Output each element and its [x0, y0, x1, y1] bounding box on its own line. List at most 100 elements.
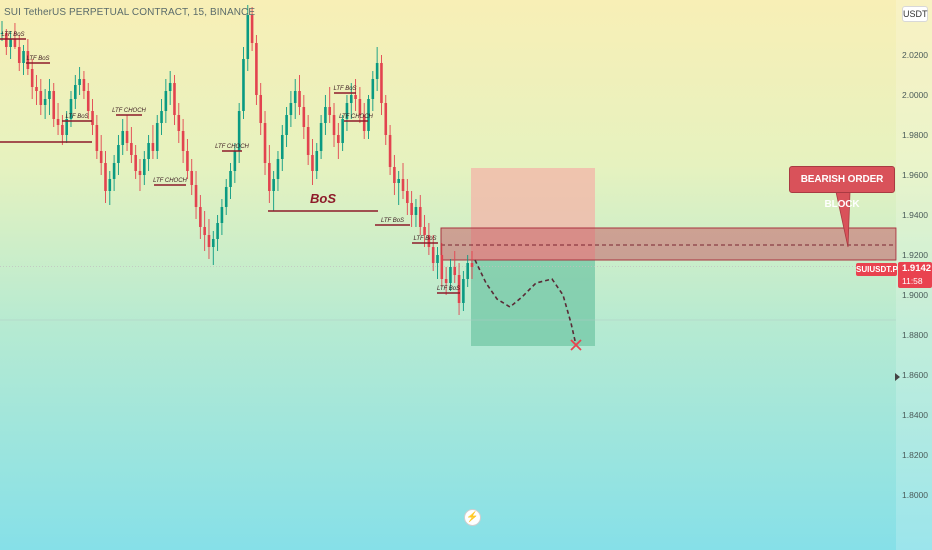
candle-body — [406, 191, 409, 203]
candle-body — [138, 171, 142, 175]
candle-body — [268, 163, 271, 191]
candle-body — [470, 263, 474, 267]
candle-body — [203, 227, 206, 235]
candle-body — [375, 63, 379, 79]
candle-body — [440, 255, 444, 279]
price-tick-label: 1.8800 — [902, 330, 928, 340]
current-price-label: 1.9142 11:58 — [898, 262, 932, 288]
candle-body — [345, 103, 349, 119]
candle-body — [95, 125, 99, 151]
lightning-icon[interactable]: ⚡ — [464, 509, 481, 526]
candle-body — [194, 185, 198, 207]
candle-body — [384, 103, 388, 135]
candle-body — [74, 85, 77, 99]
candle-body — [397, 179, 400, 183]
price-tick-label: 1.9200 — [902, 250, 928, 260]
structure-level-label: LTF BoS — [1, 32, 24, 38]
structure-level-label: LTF BoS — [333, 86, 356, 92]
candle-body — [410, 203, 413, 215]
candle-body — [328, 107, 332, 115]
candle-body — [444, 279, 448, 283]
structure-level-label: LTF BoS — [65, 114, 88, 120]
candle-body — [117, 145, 120, 163]
candle-body — [125, 131, 129, 143]
candle-body — [35, 87, 38, 91]
projection-path — [474, 259, 577, 346]
candle-body — [121, 131, 125, 145]
candle-body — [272, 179, 275, 191]
candle-body — [255, 43, 258, 95]
candles-layer — [0, 5, 474, 315]
candle-body — [362, 115, 366, 131]
candle-body — [229, 171, 232, 187]
candle-body — [9, 39, 12, 47]
candle-body — [211, 239, 215, 247]
candle-body — [280, 135, 284, 159]
candle-body — [224, 187, 228, 207]
candle-body — [142, 159, 146, 175]
candle-body — [289, 103, 293, 115]
candle-body — [319, 123, 323, 151]
candle-body — [380, 63, 383, 103]
candle-body — [306, 127, 310, 155]
candle-body — [130, 143, 133, 155]
currency-button[interactable]: USDT — [902, 6, 928, 22]
candle-body — [17, 47, 21, 63]
structure-level-label: LTF BoS — [413, 236, 436, 242]
candle-body — [315, 151, 319, 171]
candle-body — [457, 275, 461, 303]
structure-level-label: BoS — [310, 191, 336, 206]
candle-body — [160, 111, 163, 123]
candle-body — [418, 207, 422, 227]
current-price-value: 1.9142 — [902, 263, 932, 274]
candle-body — [276, 159, 280, 179]
candle-body — [349, 95, 353, 103]
candle-body — [341, 119, 344, 143]
candle-body — [466, 263, 469, 279]
candle-body — [354, 95, 357, 99]
candle-body — [173, 83, 176, 115]
zones-layer — [0, 168, 897, 346]
candle-body — [358, 99, 362, 115]
price-tick-label: 1.9000 — [902, 290, 928, 300]
candle-body — [134, 155, 137, 171]
candle-body — [367, 99, 370, 131]
structure-level-label: LTF BoS — [26, 56, 49, 62]
bearish-order-block — [440, 227, 897, 261]
candle-body — [112, 163, 116, 179]
candle-body — [263, 123, 267, 163]
candle-body — [168, 83, 172, 91]
price-tick-label: 1.8200 — [902, 450, 928, 460]
price-tick-label: 1.8400 — [902, 410, 928, 420]
candle-body — [401, 179, 405, 191]
candle-body — [61, 125, 64, 135]
triangle-right-icon[interactable] — [895, 373, 900, 381]
candle-body — [5, 33, 8, 47]
candle-body — [453, 267, 457, 275]
candle-body — [436, 255, 439, 263]
candle-body — [250, 15, 254, 43]
candle-body — [65, 119, 68, 135]
candle-body — [43, 99, 47, 105]
candle-body — [298, 91, 301, 107]
price-tick-label: 1.9400 — [902, 210, 928, 220]
candle-body — [393, 167, 396, 183]
candle-body — [82, 79, 86, 91]
candle-body — [285, 115, 288, 135]
candle-body — [293, 91, 297, 103]
candle-body — [427, 235, 431, 247]
candle-body — [233, 151, 237, 171]
structure-level-label: LTF CHOCH — [215, 144, 249, 150]
candle-body — [99, 151, 103, 163]
candle-body — [164, 91, 168, 111]
price-tick-label: 2.0200 — [902, 50, 928, 60]
price-tick-label: 2.0000 — [902, 90, 928, 100]
candle-body — [332, 115, 336, 135]
candle-body — [177, 115, 181, 131]
candle-body — [155, 123, 159, 151]
candle-body — [311, 155, 314, 171]
candle-body — [371, 79, 375, 99]
candle-body — [449, 267, 452, 283]
candle-body — [151, 143, 155, 151]
